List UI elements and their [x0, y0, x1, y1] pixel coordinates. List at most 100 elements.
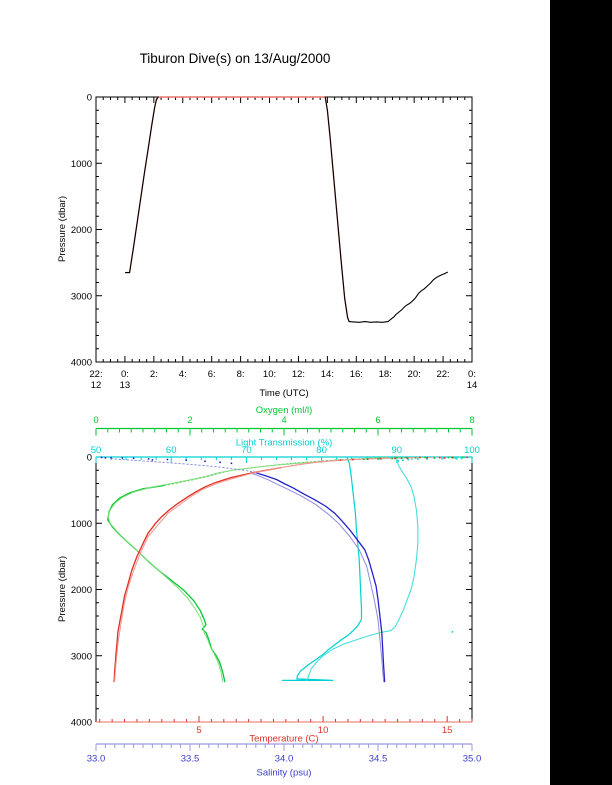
light-tick-label: 90 — [392, 445, 403, 456]
top-chart-frame — [95, 96, 473, 363]
surface-oxygen-dots — [461, 456, 464, 459]
surface-temperature-dots — [394, 457, 396, 460]
temperature-tick-label: 5 — [196, 725, 201, 736]
salinity-tick-label: 33.0 — [87, 754, 106, 765]
surface-light-dots — [454, 457, 457, 459]
surface-oxygen-dots — [424, 456, 426, 459]
salinity-tick-label: 34.5 — [369, 754, 388, 765]
surface-oxygen-dots — [400, 457, 403, 459]
surface-light-dots — [426, 457, 428, 460]
surface-temperature-dots — [438, 456, 441, 459]
time-tick-label: 12: — [292, 369, 305, 380]
time-tick-label: 2: — [150, 369, 158, 380]
surface-salinity-dots — [110, 456, 112, 459]
time-tick-label: 4: — [179, 369, 187, 380]
light-tick-label: 100 — [464, 445, 480, 456]
surface-oxygen-dots — [414, 457, 417, 459]
surface-salinity-dots — [147, 458, 150, 460]
screen-right-black-strip — [550, 0, 612, 785]
series-oxygen-upcast — [107, 457, 388, 683]
temperature-tick-label: 10 — [318, 725, 329, 736]
pressure-tick-label: 2000 — [71, 585, 92, 596]
surface-salinity-dots — [132, 457, 135, 460]
oxygen-tick-label: 6 — [375, 415, 380, 426]
series-salinity-downcast-upper — [110, 458, 255, 473]
top-chart: 22:120:132: 4: 6: 8: 10: 12: 14: 16: 18: 20: 22: 0:… — [71, 93, 477, 392]
surface-oxygen-dots — [363, 458, 365, 461]
series-vehicle-track — [124, 96, 350, 323]
pressure-tick-label: 3000 — [71, 291, 92, 302]
salinity-tick-label: 33.5 — [181, 754, 200, 765]
pressure-tick-label: 3000 — [71, 651, 92, 662]
oxygen-tick-label: 2 — [187, 415, 192, 426]
light-tick-label: 60 — [166, 445, 177, 456]
surface-salinity-dots — [151, 459, 154, 461]
surface-temperature-dots — [451, 456, 453, 459]
time-tick-label: 0: — [468, 369, 476, 380]
pressure-tick-label: 0 — [87, 453, 92, 464]
series-light-upcast — [306, 457, 419, 681]
bottom-pressure-axis-label: Pressure (dbar) — [57, 556, 68, 622]
surface-light-dots — [417, 458, 419, 460]
surface-light-dots — [451, 631, 454, 633]
time-tick-day-label: 12 — [91, 380, 102, 391]
surface-light-dots — [460, 457, 463, 460]
surface-salinity-dots — [185, 459, 187, 462]
pressure-tick-label: 1000 — [71, 519, 92, 530]
pressure-tick-label: 0 — [87, 93, 92, 104]
time-tick-label: 18: — [379, 369, 392, 380]
surface-temperature-dots — [466, 456, 468, 459]
time-tick-label: 16: — [350, 369, 363, 380]
oxygen-tick-label: 0 — [93, 415, 98, 426]
surface-salinity-dots — [121, 457, 124, 459]
pressure-tick-label: 4000 — [71, 358, 92, 369]
time-tick-label: 0: — [121, 369, 129, 380]
series-light-downcast — [281, 456, 363, 682]
surface-light-dots — [397, 460, 400, 462]
series-temperature-downcast — [113, 466, 282, 683]
surface-temperature-dots — [339, 459, 342, 461]
surface-salinity-dots — [230, 462, 233, 465]
temperature-tick-label: 15 — [442, 725, 453, 736]
surface-light-dots — [407, 458, 409, 461]
pressure-tick-label: 2000 — [71, 225, 92, 236]
temperature-axis-label: Temperature (C) — [249, 734, 318, 745]
surface-temperature-dots — [379, 457, 381, 460]
light-tick-label: 70 — [241, 445, 252, 456]
time-tick-label: 10: — [263, 369, 276, 380]
surface-oxygen-dots — [433, 456, 436, 459]
surface-oxygen-dots — [405, 456, 407, 459]
surface-salinity-dots — [204, 460, 206, 463]
light-tick-label: 50 — [91, 445, 102, 456]
series-salinity-upcast — [249, 472, 385, 683]
series-ctd-descent — [125, 96, 159, 274]
salinity-tick-label: 34.0 — [275, 754, 294, 765]
surface-light-dots — [442, 457, 445, 459]
surface-light-dots — [402, 459, 404, 462]
oxygen-tick-label: 8 — [469, 415, 474, 426]
surface-salinity-dots — [166, 458, 169, 461]
time-tick-label: 6: — [208, 369, 216, 380]
surface-temperature-dots — [406, 457, 409, 459]
time-tick-label: 22: — [436, 369, 449, 380]
time-tick-day-label: 14 — [467, 380, 478, 391]
surface-salinity-dots — [104, 457, 107, 459]
surface-oxygen-dots — [447, 456, 450, 459]
time-tick-label: 8: — [237, 369, 245, 380]
surface-temperature-dots — [367, 458, 369, 460]
series-oxygen-downcast-upper — [163, 456, 388, 486]
time-tick-label: 20: — [408, 369, 421, 380]
surface-temperature-dots — [352, 458, 354, 461]
surface-light-dots — [463, 456, 466, 459]
series-salinity-downcast — [253, 471, 386, 683]
surface-light-dots — [471, 456, 473, 459]
surface-temperature-dots — [443, 457, 446, 459]
surface-salinity-dots — [219, 461, 221, 464]
surface-salinity-dots — [100, 456, 103, 459]
page-title: Tiburon Dive(s) on 13/Aug/2000 — [140, 51, 331, 66]
time-tick-label: 22: — [89, 369, 102, 380]
time-tick-day-label: 13 — [120, 380, 131, 391]
